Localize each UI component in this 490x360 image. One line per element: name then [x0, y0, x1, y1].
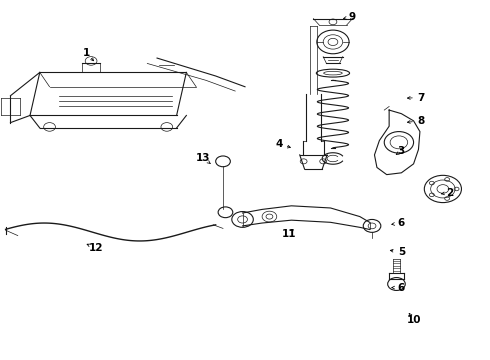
- Text: 1: 1: [83, 48, 90, 58]
- Text: 10: 10: [406, 315, 421, 325]
- Text: 6: 6: [398, 283, 405, 293]
- Text: 4: 4: [275, 139, 283, 149]
- Text: 6: 6: [398, 218, 405, 228]
- Text: 12: 12: [89, 243, 103, 253]
- Text: 2: 2: [446, 188, 454, 198]
- Text: 11: 11: [282, 229, 296, 239]
- Text: 13: 13: [196, 153, 211, 163]
- Text: 8: 8: [417, 116, 424, 126]
- Text: 7: 7: [417, 93, 425, 103]
- Text: 9: 9: [349, 12, 356, 22]
- Text: 5: 5: [398, 247, 405, 257]
- Text: 3: 3: [398, 146, 405, 156]
